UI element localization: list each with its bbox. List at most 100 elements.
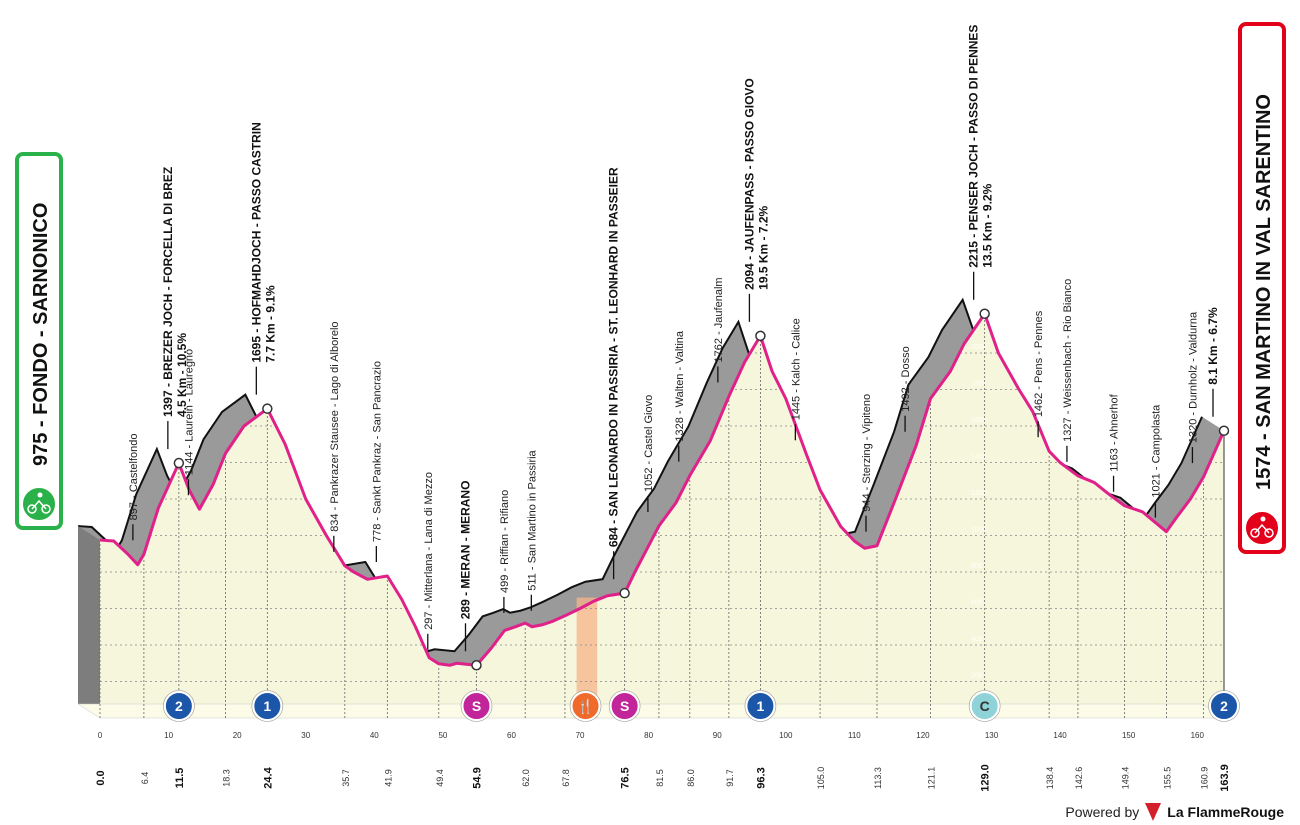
- waypoint-label: 778 - Sankt Pankraz - San Pancrazio: [371, 361, 383, 542]
- x-tick-label: 130: [985, 731, 999, 740]
- km-marker-label: 86.0: [686, 769, 696, 787]
- waypoint-17: 1492 - Dosso: [900, 346, 912, 432]
- badge-text: 🍴: [577, 698, 594, 715]
- x-tick-label: 90: [713, 731, 722, 740]
- altitude-tick-label: 200: [971, 673, 983, 680]
- waypoint-label: 1052 - Castel Giovo: [643, 395, 655, 492]
- x-tick-label: 80: [644, 731, 653, 740]
- waypoint-dot: [173, 457, 185, 469]
- badge-ring: [163, 690, 195, 722]
- waypoint-dot: [979, 308, 990, 320]
- brand-name: La FlammeRouge: [1167, 804, 1284, 820]
- badge-circle: [969, 691, 1000, 721]
- banner-title: 1574 - SAN MARTINO IN VAL SARENTINO: [1253, 94, 1275, 490]
- x-tick-label: 110: [848, 731, 861, 740]
- waypoint-label: 1695 - HOFMAHDJOCH - PASSO CASTRIN: [249, 122, 263, 362]
- km-marker-label: 0.0: [95, 770, 107, 785]
- powered-by-label: Powered by: [1065, 804, 1140, 820]
- waypoint-dot: [755, 330, 766, 342]
- badge-circle: [163, 691, 194, 721]
- km-marker-label: 163.9: [1219, 764, 1231, 792]
- badge-ring: [608, 690, 641, 722]
- waypoint-label: 2215 - PENSER JOCH - PASSO DI PENNES: [967, 25, 981, 268]
- x-tick-label: 20: [233, 731, 242, 740]
- waypoint-9: 511 - San Martino in Passiria: [526, 449, 538, 611]
- route-line: [99, 312, 1226, 667]
- km-marker-label: 155.5: [1162, 767, 1172, 790]
- profile-area: [100, 313, 1224, 718]
- km-marker-label: 67.8: [561, 769, 571, 787]
- waypoint-label: 1327 - Weissenbach - Rio Bianco: [1062, 279, 1074, 442]
- waypoint-0: 897 - Castelfondo: [128, 433, 140, 541]
- x-tick-label: 70: [576, 731, 585, 740]
- badge-ring: [744, 690, 777, 722]
- waypoint-label: 4.5 Km - 10.5%: [175, 333, 189, 417]
- waypoint-4: 834 - Pankrazer Stausee - Lago di Albore…: [329, 321, 341, 552]
- km-marker-label: 49.4: [435, 769, 445, 787]
- badge-kom-icon: 1: [744, 690, 777, 722]
- x-tick-label: 30: [301, 731, 310, 740]
- banner-box: [1238, 22, 1286, 554]
- cyclist-icon: [21, 486, 57, 522]
- x-tick-label: 160: [1191, 731, 1205, 740]
- waypoint-dot: [619, 587, 630, 599]
- km-marker-label: 121.1: [926, 767, 936, 790]
- altitude-tick-label: 2000: [971, 344, 987, 351]
- waypoint-2: 1144 - Laurein - Lauregno: [183, 349, 195, 496]
- waypoint-14: 2094 - JAUFENPASS - PASSO GIOVO 19.5 Km -…: [742, 78, 770, 342]
- waypoint-7: 289 - MERAN - MERANO: [458, 481, 482, 671]
- x-tick-label: 50: [438, 731, 447, 740]
- km-marker-label: 41.9: [383, 769, 393, 787]
- powered-by: Powered by La FlammeRouge: [1065, 803, 1284, 821]
- waypoint-10: 684 - SAN LEONARDO IN PASSIRIA - ST. LEO…: [607, 167, 630, 599]
- waypoint-5: 778 - Sankt Pankraz - San Pancrazio: [371, 361, 383, 563]
- banner-name: FONDO - SARNONICO: [30, 203, 52, 415]
- altitude-tick-label: 1400: [971, 454, 987, 461]
- waypoint-dot: [1218, 425, 1230, 436]
- km-marker-label: 91.7: [725, 769, 735, 787]
- waypoint-15: 1445 - Kalch - Calice: [790, 318, 802, 441]
- waypoint-label: 1462 - Pens - Pennes: [1033, 310, 1045, 417]
- waypoint-label: 944 - Sterzing - Vipiteno: [861, 394, 873, 512]
- km-marker-label: 81.5: [655, 769, 665, 787]
- km-marker-label: 62.0: [521, 769, 531, 787]
- altitude-tick-label: 1800: [971, 381, 987, 388]
- badge-text: 1: [263, 698, 271, 714]
- badge-kom-icon: 2: [163, 690, 195, 722]
- banner-title: 975 - FONDO - SARNONICO: [30, 203, 52, 466]
- waypoint-dot: [262, 403, 273, 414]
- badge-text: S: [620, 698, 629, 714]
- altitude-tick-label: 1200: [971, 490, 987, 497]
- banner-altitude: 975: [30, 433, 52, 466]
- waypoint-6: 297 - Mitterlana - Lana di Mezzo: [423, 472, 435, 650]
- badge-text: 2: [175, 698, 183, 714]
- badge-text: 2: [1220, 698, 1228, 714]
- altitude-tick-label: 400: [971, 636, 983, 643]
- badge-feed-icon: 🍴: [569, 690, 602, 722]
- waypoint-label: 8.1 Km - 6.7%: [1206, 307, 1220, 385]
- km-marker-label: 24.4: [262, 766, 274, 788]
- x-tick-label: 40: [370, 731, 379, 740]
- waypoint-label: 1492 - Dosso: [900, 346, 912, 411]
- km-marker-label: 138.4: [1045, 767, 1055, 790]
- badge-circle: [609, 691, 640, 721]
- badge-circle: [570, 691, 601, 721]
- badge-text: S: [472, 698, 481, 714]
- km-marker-label: 160.9: [1199, 767, 1209, 790]
- waypoint-label: 1397 - BREZER JOCH - FORCELLA DI BREZ: [161, 167, 175, 417]
- waypoint-20: 1327 - Weissenbach - Rio Bianco: [1062, 279, 1074, 462]
- profile-shadow-band: [78, 299, 1224, 704]
- finish-banner: 1574 - SAN MARTINO IN VAL SARENTINO: [1238, 22, 1286, 554]
- badge-sprint-icon: S: [460, 690, 493, 722]
- waypoint-21: 1163 - Ahnerhof: [1109, 393, 1121, 492]
- x-tick-label: 150: [1122, 731, 1136, 740]
- altitude-tick-label: 1000: [971, 527, 987, 534]
- altitude-tick-label: 800: [971, 563, 983, 570]
- x-tick-label: 10: [164, 731, 173, 740]
- waypoint-label: 1163 - Ahnerhof: [1109, 393, 1121, 471]
- waypoint-label: 297 - Mitterlana - Lana di Mezzo: [423, 472, 435, 630]
- km-marker-label: 129.0: [980, 764, 992, 792]
- badge-circle: [252, 691, 283, 721]
- waypoint-label: 1320 - Durnholz - Valdurna: [1187, 311, 1199, 443]
- waypoint-label: 684 - SAN LEONARDO IN PASSIRIA - ST. LEO…: [607, 167, 621, 547]
